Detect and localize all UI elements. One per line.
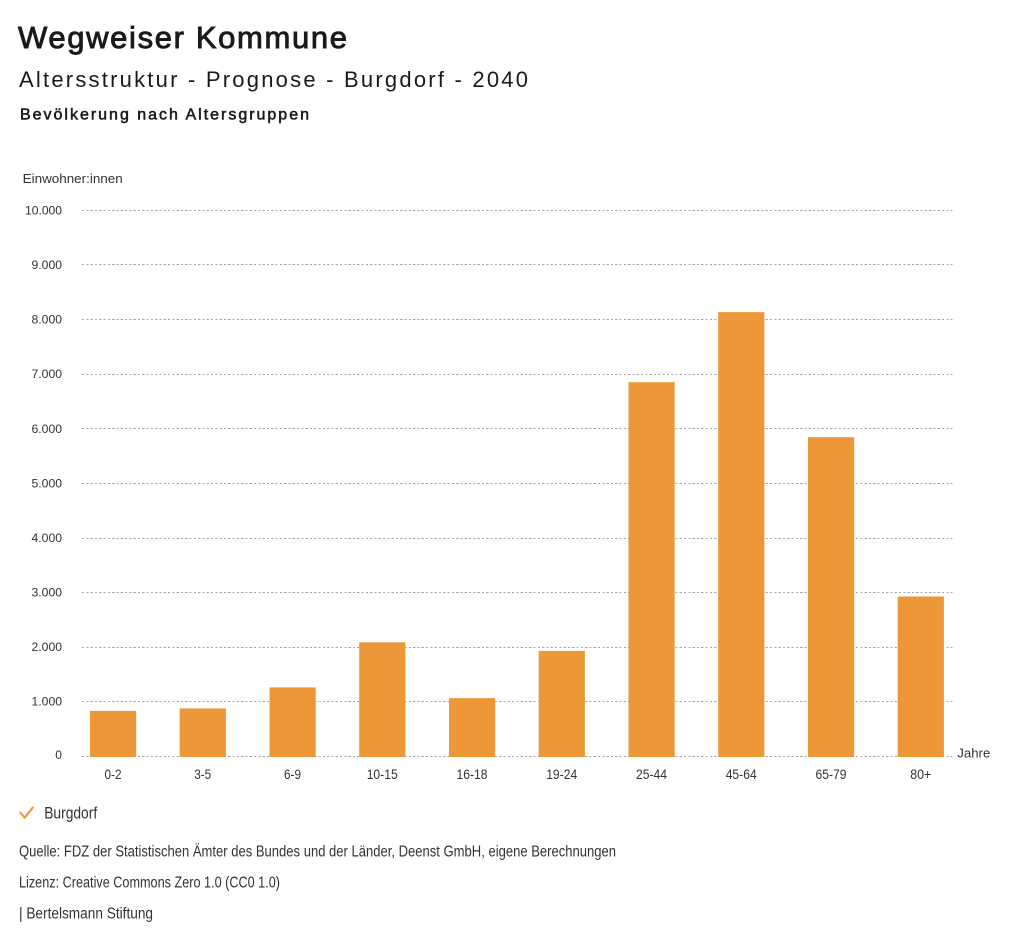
- svg-text:4.000: 4.000: [32, 531, 63, 545]
- svg-text:9.000: 9.000: [32, 258, 63, 272]
- svg-text:Jahre: Jahre: [957, 747, 990, 761]
- svg-text:80+: 80+: [910, 766, 931, 782]
- svg-text:45-64: 45-64: [726, 766, 757, 782]
- svg-text:Quelle: FDZ der Statistischen: Quelle: FDZ der Statistischen Ämter des …: [19, 843, 616, 860]
- svg-text:16-18: 16-18: [457, 766, 488, 782]
- svg-text:10.000: 10.000: [25, 203, 62, 217]
- svg-text:6-9: 6-9: [284, 766, 301, 782]
- svg-text:1.000: 1.000: [32, 695, 63, 709]
- svg-text:3-5: 3-5: [194, 766, 211, 782]
- svg-text:Burgdorf: Burgdorf: [44, 805, 97, 823]
- svg-text:3.000: 3.000: [32, 586, 63, 600]
- svg-text:0-2: 0-2: [105, 766, 122, 782]
- svg-text:2.000: 2.000: [32, 640, 63, 654]
- svg-text:6.000: 6.000: [32, 422, 63, 436]
- svg-text:Einwohner:innen: Einwohner:innen: [23, 172, 123, 186]
- svg-text:| Bertelsmann Stiftung: | Bertelsmann Stiftung: [19, 905, 153, 922]
- svg-text:65-79: 65-79: [816, 766, 847, 782]
- svg-text:Lizenz: Creative Commons Zero: Lizenz: Creative Commons Zero 1.0 (CC0 1…: [19, 874, 280, 891]
- svg-text:0: 0: [55, 748, 62, 762]
- svg-text:Wegweiser Kommune: Wegweiser Kommune: [18, 20, 347, 55]
- svg-text:5.000: 5.000: [32, 476, 63, 490]
- svg-text:25-44: 25-44: [636, 766, 667, 782]
- svg-text:10-15: 10-15: [367, 766, 398, 782]
- svg-text:19-24: 19-24: [546, 766, 577, 782]
- svg-text:8.000: 8.000: [32, 313, 63, 327]
- svg-text:7.000: 7.000: [32, 367, 63, 381]
